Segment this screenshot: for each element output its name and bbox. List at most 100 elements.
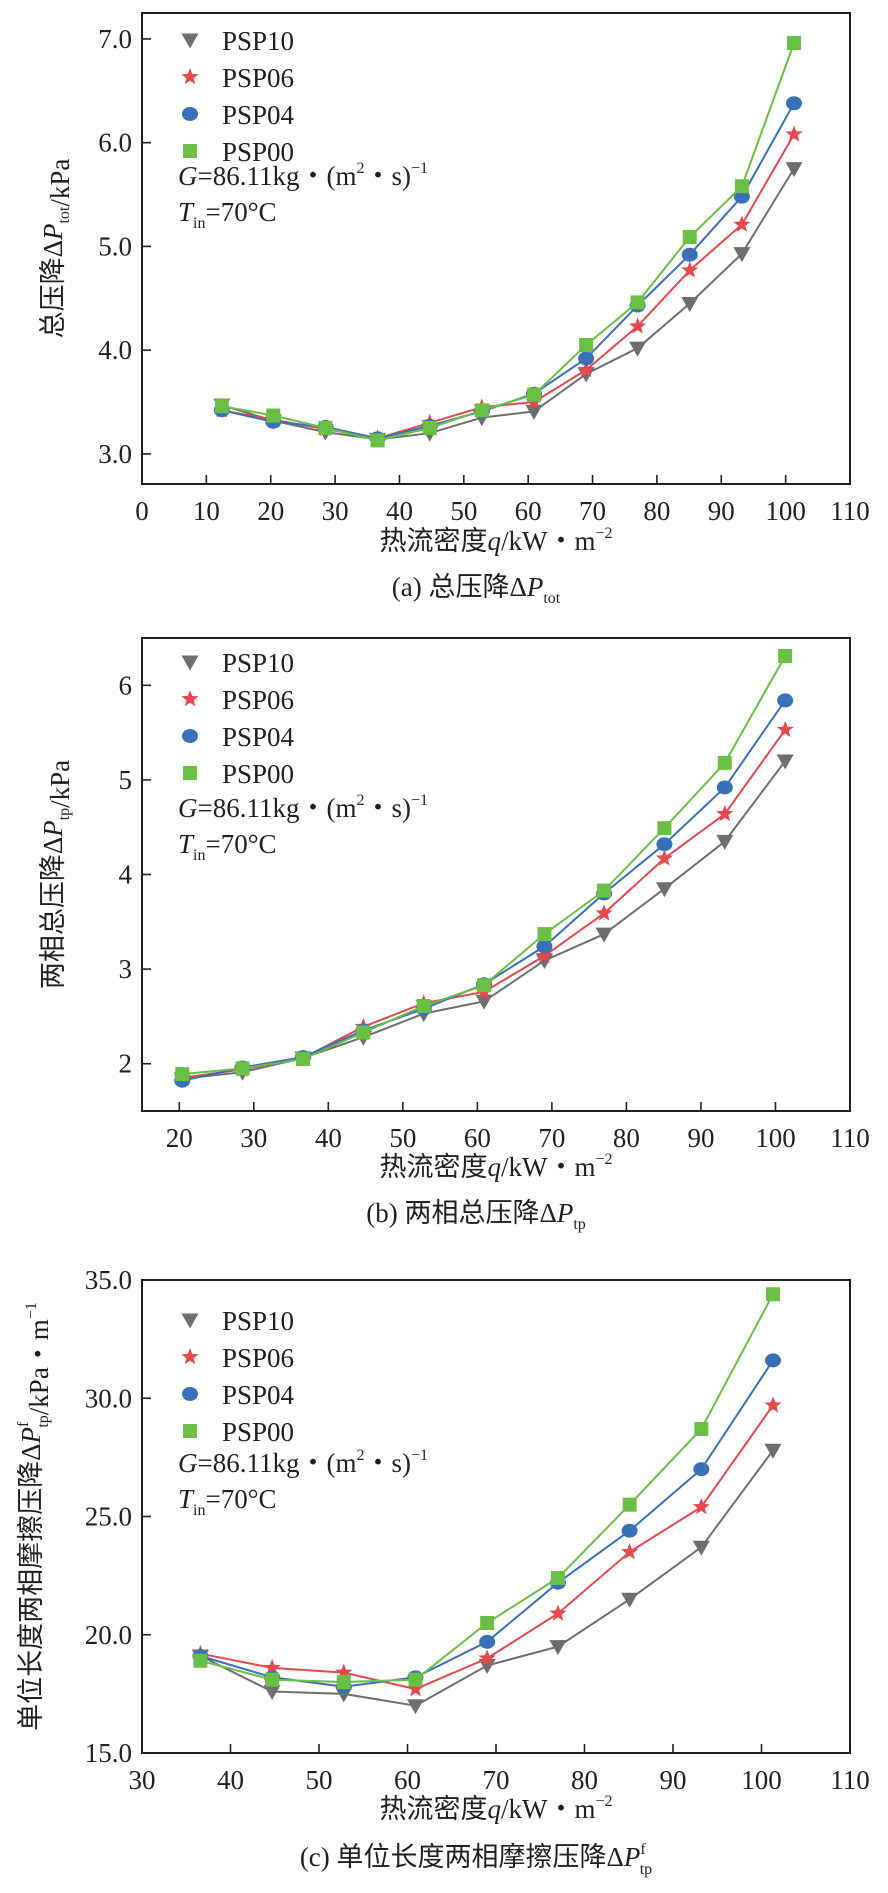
data-point <box>776 720 794 737</box>
y-tick-label-text: 5.0 <box>98 231 132 261</box>
y-tick-label: 25.0 <box>85 1502 132 1532</box>
caption-sub: tp <box>573 1216 585 1233</box>
anno-g-value: =86.11kg・(m <box>198 161 357 191</box>
y-tick-label-text: 6.0 <box>98 128 132 158</box>
legend-item: PSP10 <box>181 1306 294 1336</box>
data-point <box>681 296 699 312</box>
data-point <box>629 317 647 334</box>
x-axis-title-text: 热流密度 <box>379 1794 487 1824</box>
legend-label-text: PSP04 <box>222 722 295 752</box>
legend-label: PSP06 <box>222 1343 294 1373</box>
anno-t-sub: in <box>193 847 205 864</box>
data-point <box>692 1540 710 1556</box>
x-axis-title-sup: −2 <box>595 1793 612 1810</box>
x-tick-label: 70 <box>483 1765 510 1795</box>
y-tick-label: 15.0 <box>85 1738 132 1768</box>
anno-g-var: G <box>178 161 198 191</box>
x-axis-title-unit: /kW・m <box>501 526 596 556</box>
x-tick-label: 30 <box>240 1123 267 1153</box>
anno-t-value: =70°C <box>205 829 276 859</box>
x-tick-label: 80 <box>571 1765 598 1795</box>
x-tick-label-text: 90 <box>687 1123 714 1153</box>
x-tick-label: 110 <box>830 1765 870 1795</box>
x-tick-label-text: 50 <box>306 1765 333 1795</box>
data-point <box>694 1421 709 1436</box>
y-tick-label: 6.0 <box>98 128 132 158</box>
series-line <box>221 168 795 441</box>
y-tick-label-text: 6 <box>119 670 133 700</box>
legend-item: PSP06 <box>181 63 294 93</box>
legend-marker <box>181 1348 199 1365</box>
anno-g-sup2: −1 <box>411 1447 428 1464</box>
legend-item: PSP06 <box>181 685 294 715</box>
data-point <box>193 1653 208 1668</box>
data-point <box>655 849 673 866</box>
anno-t-value: =70°C <box>205 1484 276 1514</box>
legend-item: PSP04 <box>182 722 295 752</box>
y-axis-title-sub: tp <box>56 808 73 820</box>
data-point <box>621 1543 639 1560</box>
caption-sub: tp <box>640 1861 652 1878</box>
y-tick-label: 7.0 <box>98 24 132 54</box>
x-axis-title-text: 热流密度 <box>379 1152 487 1182</box>
data-point <box>787 36 802 51</box>
data-point <box>175 1067 190 1082</box>
data-point <box>408 1672 423 1687</box>
x-tick-label: 100 <box>765 496 806 526</box>
data-point <box>657 821 672 836</box>
x-tick-label-text: 20 <box>166 1123 193 1153</box>
x-tick-label: 60 <box>464 1123 491 1153</box>
data-point <box>630 295 645 310</box>
x-tick-label: 40 <box>386 496 413 526</box>
legend-label: PSP00 <box>222 1417 294 1447</box>
x-tick-label: 50 <box>450 496 477 526</box>
anno-t-var: T <box>178 829 195 859</box>
data-point <box>595 927 613 943</box>
legend-label-text: PSP06 <box>222 63 294 93</box>
legend-marker <box>183 766 197 780</box>
data-point <box>622 1497 637 1512</box>
y-axis-title-text: 总压降Δ <box>38 240 68 338</box>
anno-t-var: T <box>178 1484 195 1514</box>
data-point <box>479 1634 496 1649</box>
x-tick-label: 50 <box>306 1765 333 1795</box>
x-tick-label-text: 110 <box>830 496 870 526</box>
legend-marker <box>181 68 199 85</box>
x-tick-label: 30 <box>322 496 349 526</box>
legend-label-text: PSP00 <box>222 759 294 789</box>
x-tick-label-text: 70 <box>483 1765 510 1795</box>
y-axis-title-text: 两相总压降Δ <box>38 837 68 989</box>
x-axis-title-unit: /kW・m <box>501 1152 596 1182</box>
annotation-mass-flux: G=86.11kg・(m2・s)−1 <box>178 160 428 191</box>
x-tick-label-text: 80 <box>571 1765 598 1795</box>
y-tick-label-text: 4 <box>119 860 133 890</box>
caption-text: (a) 总压降Δ <box>392 572 527 602</box>
caption-var: P <box>623 1842 641 1872</box>
x-axis-title: 热流密度q/kW・m−2 <box>379 1793 612 1824</box>
data-point <box>778 648 793 663</box>
data-point <box>766 1287 781 1302</box>
data-point <box>475 994 493 1010</box>
x-tick-label-text: 70 <box>579 496 606 526</box>
anno-g-sup2: −1 <box>411 792 428 809</box>
data-point <box>733 247 751 263</box>
anno-t-sub: in <box>193 215 205 232</box>
data-point <box>526 387 541 402</box>
y-tick-label-text: 30.0 <box>85 1383 132 1413</box>
y-axis-title: 两相总压降ΔPtp/kPa <box>38 760 75 989</box>
legend-label: PSP04 <box>222 100 295 130</box>
legend-marker <box>182 1387 198 1401</box>
x-tick-label: 0 <box>135 496 149 526</box>
x-tick-label: 20 <box>257 496 284 526</box>
y-tick-label-text: 25.0 <box>85 1502 132 1532</box>
x-tick-label-text: 30 <box>129 1765 156 1795</box>
x-tick-label-text: 30 <box>322 496 349 526</box>
series-psp04 <box>174 693 794 1088</box>
data-point <box>535 946 553 964</box>
y-axis-title-sub: tot <box>56 206 73 223</box>
y-tick-label-text: 35.0 <box>85 1265 132 1295</box>
legend-label-text: PSP00 <box>222 137 294 167</box>
y-axis-title-unit: /kPa <box>45 760 75 808</box>
data-point <box>318 420 333 435</box>
data-point <box>406 1699 424 1715</box>
